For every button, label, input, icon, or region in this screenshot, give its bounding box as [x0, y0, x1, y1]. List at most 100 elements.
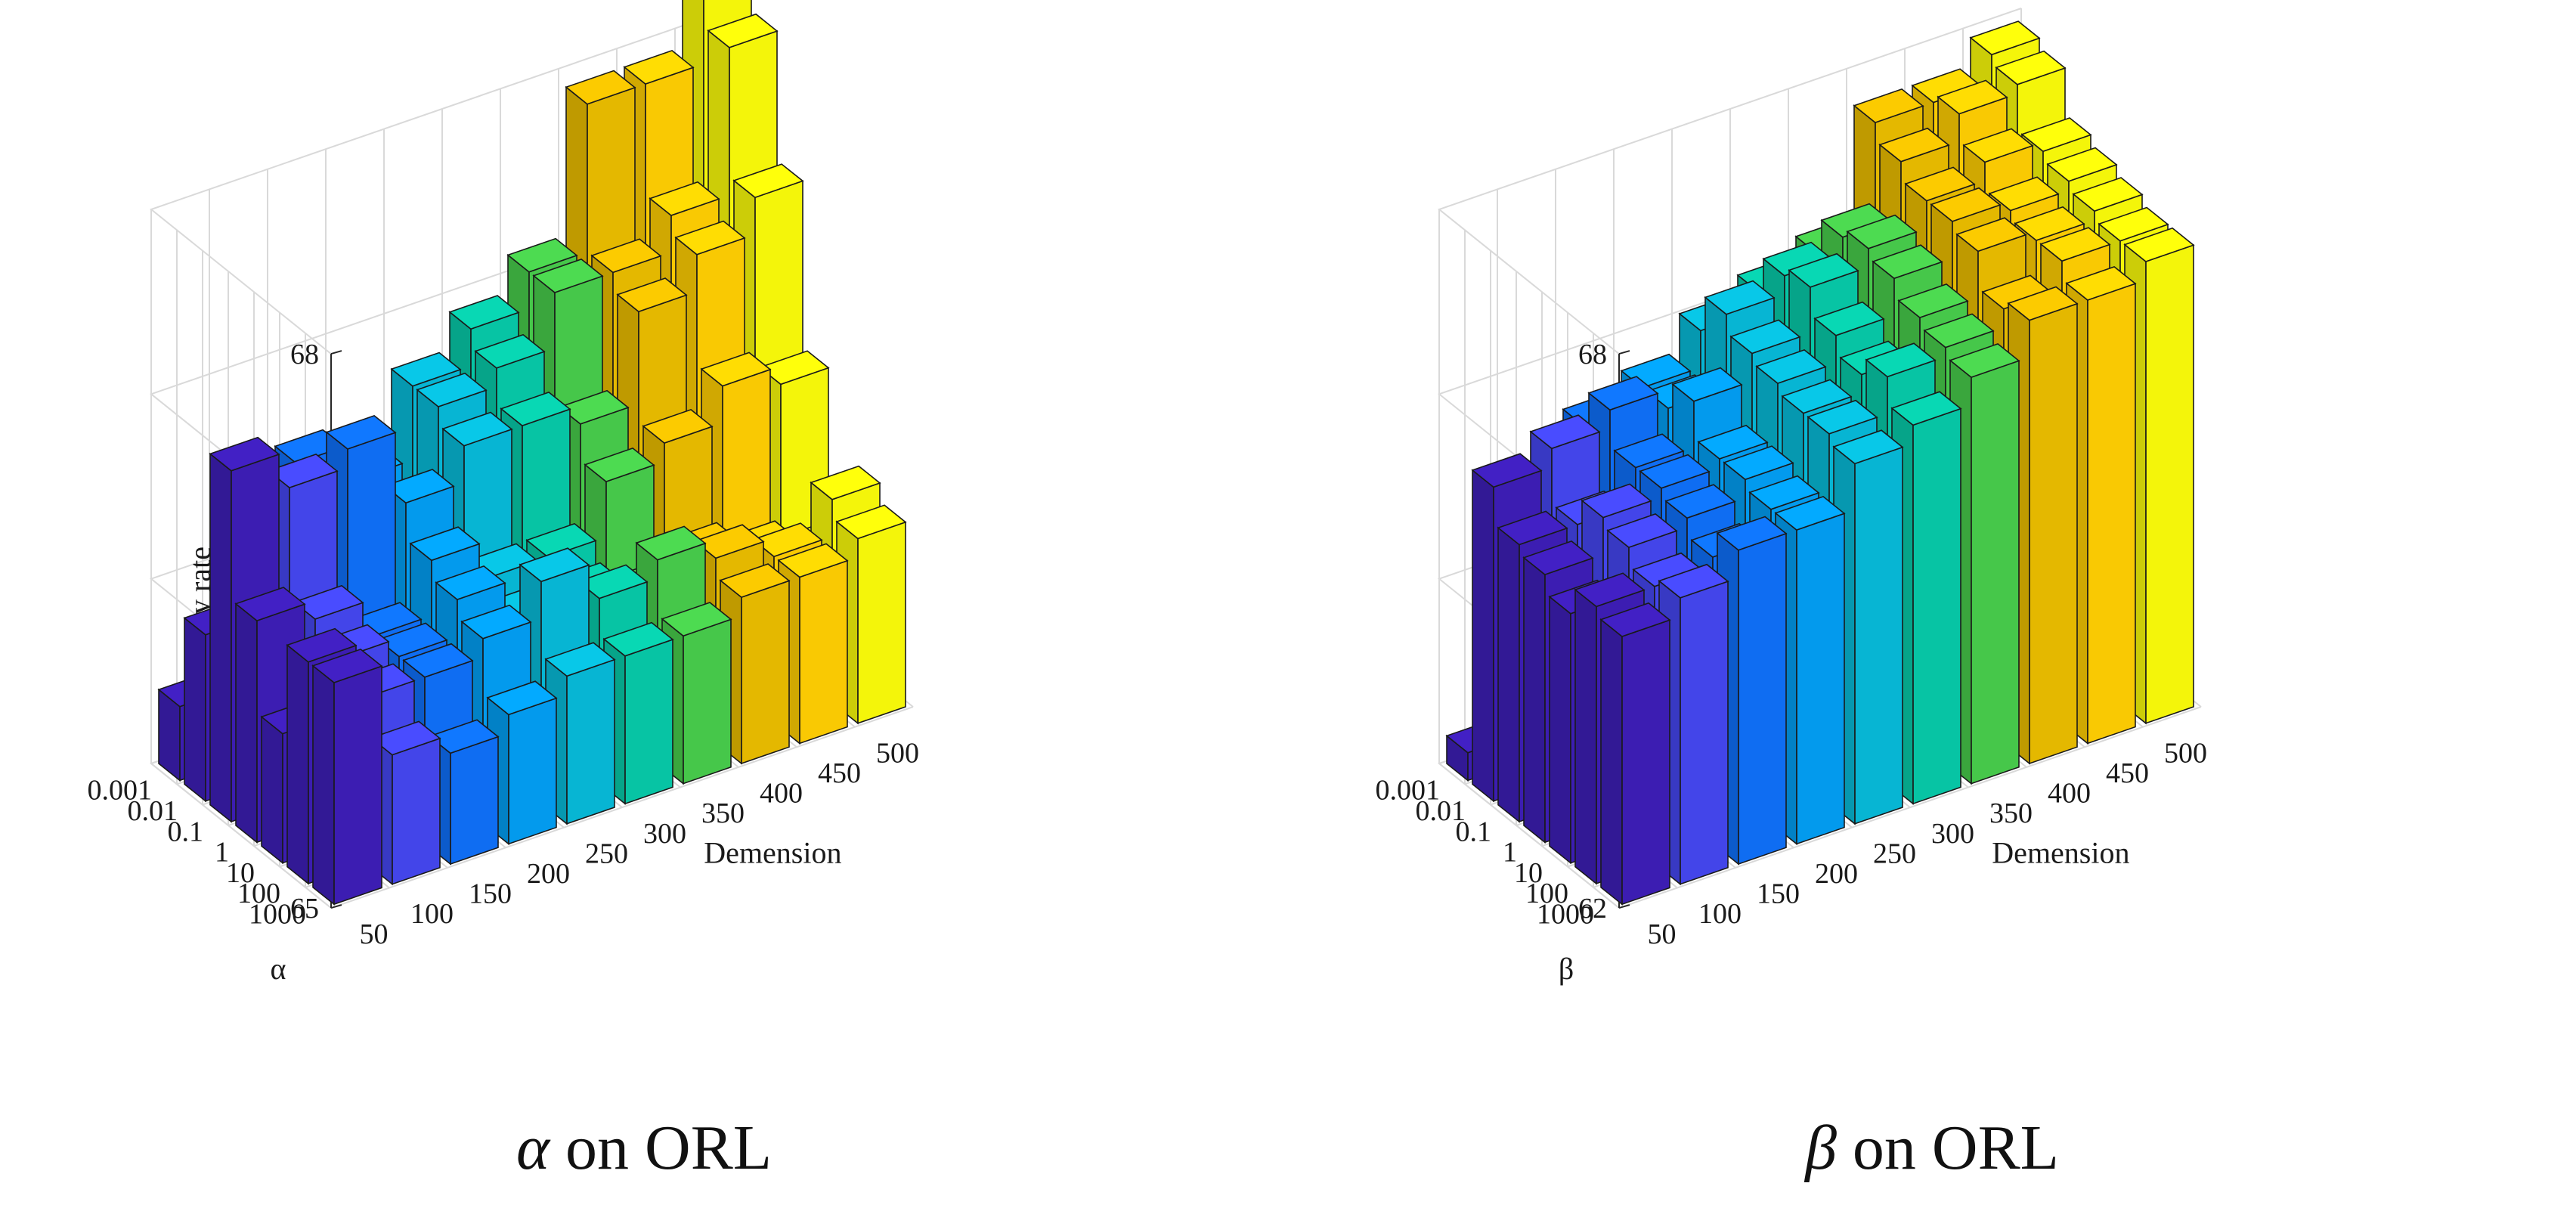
bar-front-face — [450, 736, 499, 866]
bar-top-face — [1988, 176, 2060, 212]
bar-top-face — [1807, 399, 1878, 435]
bar-top-face — [1813, 301, 1885, 336]
x-axis-label: Demension — [704, 836, 841, 870]
bar-top-face — [584, 447, 655, 483]
bar-front-face — [1854, 446, 1903, 825]
bar-top-face — [1497, 510, 1568, 546]
bar-front-face — [1912, 407, 1961, 805]
bar-side-face — [1574, 588, 1597, 885]
bar-top-face — [2007, 286, 2079, 321]
z-tick-label: 68 — [290, 339, 319, 370]
bar-top-face — [602, 621, 674, 657]
bar-top-face — [435, 565, 506, 601]
x-tick-label: 400 — [2048, 778, 2091, 810]
bar-top-face — [1865, 342, 1937, 378]
bar-top-face — [1658, 563, 1729, 599]
bar-top-face — [1716, 516, 1788, 551]
bar-top-face — [506, 237, 578, 273]
bar-side-face — [184, 616, 206, 803]
caption-symbol: α — [516, 1113, 550, 1183]
bar-top-face — [402, 643, 474, 678]
bar-top-face — [544, 642, 616, 677]
x-tick-label: 50 — [1648, 918, 1677, 950]
bar-top-face — [474, 333, 546, 369]
bar-top-face — [2123, 227, 2195, 262]
bar-top-face — [1599, 602, 1671, 637]
bar-top-face — [1471, 453, 1543, 488]
bar-top-face — [1613, 433, 1685, 469]
x-tick-label: 250 — [1873, 838, 1916, 869]
bar-top-face — [1832, 429, 1904, 465]
bar-front-face — [508, 697, 557, 845]
z-tick — [330, 904, 342, 909]
bar-top-face — [1890, 391, 1962, 426]
bar-top-face — [519, 547, 590, 583]
bar-top-face — [1955, 217, 2027, 252]
bar-top-face — [500, 391, 571, 427]
x-tick-label: 450 — [2106, 757, 2149, 789]
bar-top-face — [460, 604, 532, 640]
bar-top-face — [693, 524, 765, 559]
bar-top-face — [409, 526, 481, 562]
bar-front-face — [683, 618, 732, 785]
bar-top-face — [616, 277, 688, 313]
bar-top-face — [1995, 50, 2067, 85]
bar-top-face — [1529, 414, 1601, 450]
bar-front-face — [1680, 580, 1729, 885]
bar-top-face — [448, 295, 520, 330]
bars — [157, 0, 907, 906]
bar-top-face — [1923, 313, 1995, 348]
bar-top-face — [2065, 265, 2137, 301]
bar-top-face — [700, 352, 772, 387]
bar-top-face — [1897, 283, 1969, 319]
bar-top-face — [286, 627, 358, 663]
y-tick-label: 0.001 — [88, 775, 153, 807]
y-axis-label: α — [271, 952, 286, 986]
bar-front-face — [566, 658, 615, 825]
caption-text: on ORL — [550, 1113, 772, 1183]
caption-symbol: β — [1805, 1113, 1837, 1183]
bar-top-face — [649, 181, 720, 216]
bar-top-face — [707, 13, 779, 48]
y-tick-label: 0.01 — [128, 795, 178, 827]
x-tick-label: 50 — [360, 918, 389, 950]
x-tick-label: 500 — [2164, 737, 2207, 769]
bar-top-face — [1664, 484, 1736, 519]
bar-top-face — [293, 584, 364, 620]
bar-front-face — [2029, 302, 2078, 765]
bar-top-face — [390, 352, 462, 387]
bar-top-face — [719, 563, 791, 599]
bars — [1445, 20, 2195, 906]
bar-side-face — [261, 715, 283, 865]
bar-front-face — [333, 665, 382, 906]
bar-top-face — [565, 70, 636, 105]
bar-front-face — [1796, 513, 1845, 845]
bar-top-face — [1949, 342, 2020, 379]
z-tick-label: 62 — [1578, 893, 1607, 925]
z-tick — [1618, 350, 1630, 355]
y-tick-label: 10 — [226, 857, 255, 889]
y-axis-label: β — [1559, 952, 1574, 986]
bar-top-face — [428, 719, 500, 754]
bar-top-face — [1872, 244, 1943, 280]
bar-top-face — [532, 258, 604, 293]
bar-top-face — [577, 564, 649, 599]
chart-panel-beta: 62646668Accuracy rate0.0010.010.11101001… — [1288, 0, 2576, 1211]
caption-alpha: α on ORL — [0, 1111, 1288, 1185]
x-tick-label: 450 — [818, 757, 861, 789]
bar-side-face — [235, 602, 258, 844]
bar-top-face — [1723, 445, 1794, 481]
x-tick-label: 300 — [1931, 818, 1974, 850]
x-tick-label: 100 — [410, 898, 454, 930]
bar-top-face — [2072, 177, 2144, 212]
bar-top-face — [1704, 280, 1776, 315]
y-tick-label: 1000 — [1537, 898, 1594, 930]
bar-top-face — [325, 414, 397, 450]
floor-gridline — [330, 706, 914, 909]
bar-top-face — [590, 238, 662, 274]
bar-side-face — [1549, 595, 1571, 865]
caption-beta: β on ORL — [1288, 1111, 2576, 1185]
x-tick-label: 100 — [1698, 898, 1742, 930]
y-tick-label: 0.1 — [1456, 816, 1492, 847]
bar-top-face — [1522, 540, 1594, 576]
